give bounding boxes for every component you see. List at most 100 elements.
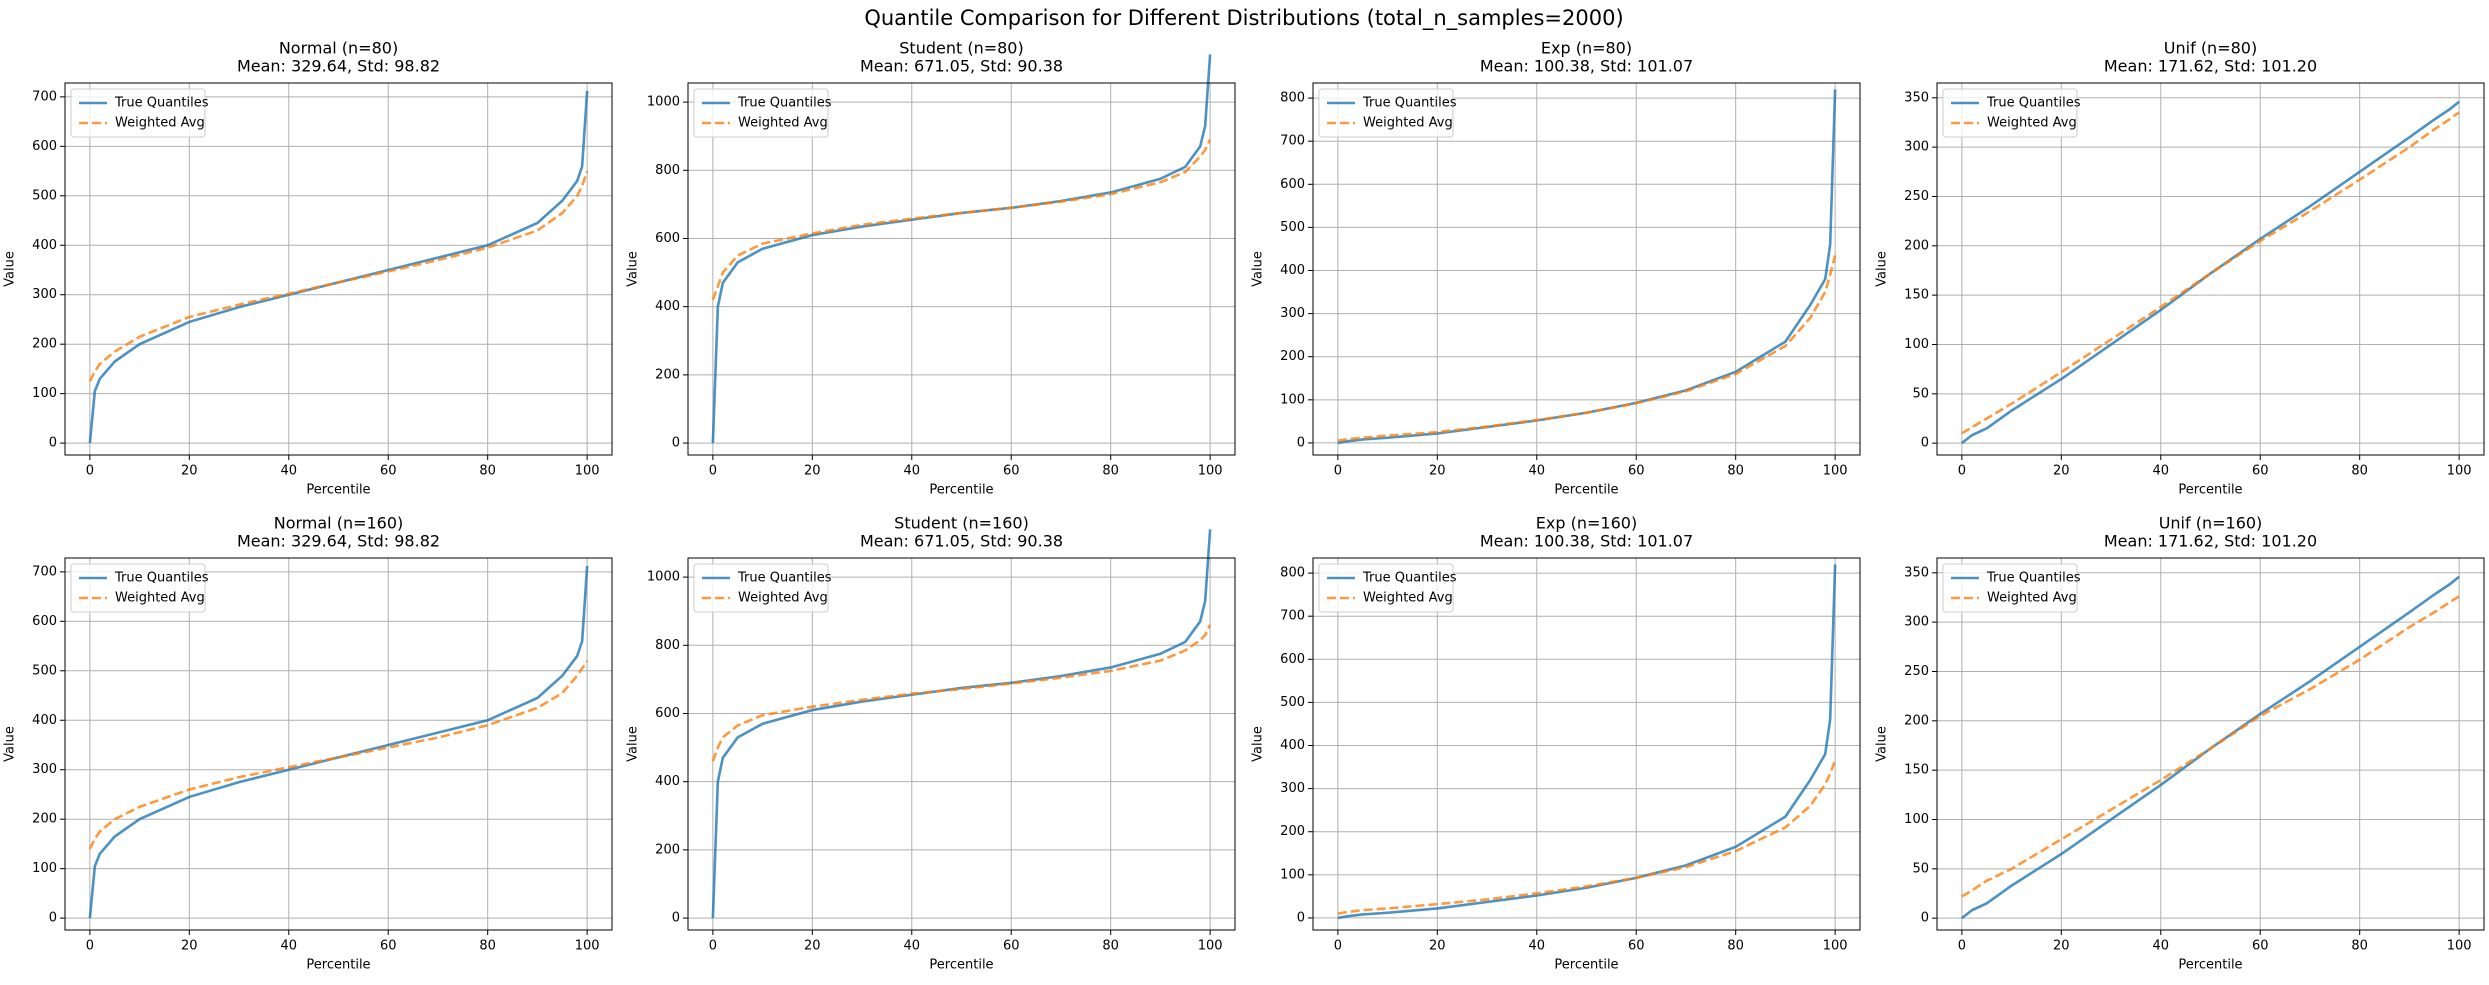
x-tick-label: 60 [1628, 939, 1645, 954]
y-tick-label: 600 [32, 614, 57, 629]
series-line [711, 529, 1212, 919]
subplot: Exp (n=80)Mean: 100.38, Std: 101.07 0 20 40… [1251, 39, 1861, 498]
subplot: Student (n=160)Mean: 671.05, Std: 90.38 0… [626, 514, 1236, 973]
x-tick-label: 100 [2447, 464, 2472, 479]
legend-label: Weighted Avg [1363, 591, 1453, 606]
axes-frame [1936, 557, 2485, 931]
y-tick-label: 100 [32, 861, 57, 876]
y-tick-label: 500 [32, 663, 57, 678]
subplot-title: Student (n=160) [894, 514, 1029, 533]
legend-box [1942, 88, 2078, 138]
y-tick-label: 300 [32, 287, 57, 302]
series-line [1961, 100, 2460, 445]
y-tick-label: 600 [655, 231, 680, 246]
subplot-subtitle: Mean: 671.05, Std: 90.38 [860, 57, 1063, 76]
x-axis-label: Percentile [1554, 958, 1618, 973]
y-tick-label: 0 [49, 911, 57, 926]
x-axis-label: Percentile [306, 958, 370, 973]
y-axis-label: Value [626, 251, 641, 287]
y-tick-label: 200 [32, 337, 57, 352]
y-tick-label: 700 [1280, 609, 1305, 624]
subplot-title: Unif (n=160) [2159, 514, 2263, 533]
y-tick-label: 250 [1904, 664, 1929, 679]
subplot-subtitle: Mean: 100.38, Std: 101.07 [1480, 57, 1693, 76]
x-tick-label: 20 [181, 939, 198, 954]
subplot-subtitle: Mean: 671.05, Std: 90.38 [860, 532, 1063, 551]
series-line [88, 565, 589, 919]
series-line [1337, 89, 1837, 445]
y-tick-label: 0 [672, 436, 680, 451]
y-tick-label: 200 [1280, 824, 1305, 839]
x-tick-label: 80 [479, 464, 496, 479]
legend-label: Weighted Avg [115, 591, 205, 606]
series-line [1961, 595, 2460, 898]
x-tick-label: 40 [280, 939, 297, 954]
legend-label: Weighted Avg [115, 116, 205, 131]
y-tick-label: 0 [1297, 910, 1305, 925]
subplot: Exp (n=160)Mean: 100.38, Std: 101.07 0 20 4… [1251, 514, 1861, 973]
legend-label: True Quantiles [1986, 571, 2081, 586]
x-tick-label: 40 [2152, 464, 2169, 479]
y-tick-label: 800 [655, 163, 680, 178]
subplot-title: Normal (n=80) [279, 39, 398, 58]
subplot-title: Exp (n=80) [1541, 39, 1632, 58]
x-tick-label: 100 [575, 464, 600, 479]
x-tick-label: 100 [1198, 464, 1223, 479]
x-tick-label: 60 [380, 939, 397, 954]
subplot: Unif (n=160)Mean: 171.62, Std: 101.20 0 20… [1875, 514, 2485, 973]
x-tick-label: 60 [1628, 464, 1645, 479]
subplot: Student (n=80)Mean: 671.05, Std: 90.38 0 2… [626, 39, 1236, 498]
legend-label: True Quantiles [114, 571, 209, 586]
y-tick-label: 300 [1904, 615, 1929, 630]
subplot-title: Student (n=80) [899, 39, 1023, 58]
y-tick-label: 300 [32, 762, 57, 777]
y-axis-label: Value [626, 726, 641, 762]
legend-label: Weighted Avg [1987, 591, 2077, 606]
x-tick-label: 60 [1003, 939, 1020, 954]
x-tick-label: 100 [1823, 464, 1848, 479]
y-tick-label: 0 [1921, 436, 1929, 451]
y-tick-label: 0 [1297, 435, 1305, 450]
x-axis-label: Percentile [2178, 958, 2242, 973]
y-tick-label: 100 [1904, 337, 1929, 352]
y-tick-label: 150 [1904, 763, 1929, 778]
x-tick-label: 40 [1528, 464, 1545, 479]
legend-label: True Quantiles [737, 571, 832, 586]
legend-label: True Quantiles [1986, 96, 2081, 111]
y-tick-label: 600 [32, 139, 57, 154]
x-axis-label: Percentile [306, 483, 370, 498]
y-tick-label: 800 [1280, 566, 1305, 581]
x-axis-label: Percentile [929, 958, 993, 973]
legend-label: True Quantiles [1362, 571, 1457, 586]
y-axis-label: Value [3, 251, 18, 287]
legend-label: True Quantiles [737, 96, 832, 111]
subplot-subtitle: Mean: 171.62, Std: 101.20 [2104, 57, 2317, 76]
x-tick-label: 0 [1334, 939, 1342, 954]
x-axis-label: Percentile [929, 483, 993, 498]
y-tick-label: 150 [1904, 288, 1929, 303]
y-tick-label: 700 [32, 89, 57, 104]
subplot-subtitle: Mean: 171.62, Std: 101.20 [2104, 532, 2317, 551]
x-tick-label: 60 [2252, 939, 2269, 954]
x-tick-label: 80 [1727, 464, 1744, 479]
x-tick-label: 40 [903, 464, 920, 479]
legend-box [1318, 563, 1454, 613]
x-axis-label: Percentile [2178, 483, 2242, 498]
subplot-title: Unif (n=80) [2164, 39, 2257, 58]
y-tick-label: 0 [672, 911, 680, 926]
x-tick-label: 100 [1198, 939, 1223, 954]
legend-label: True Quantiles [114, 96, 209, 111]
y-tick-label: 350 [1904, 90, 1929, 105]
figure-title: Quantile Comparison for Different Distri… [864, 6, 1623, 31]
legend-box [1318, 88, 1454, 138]
x-tick-label: 40 [280, 464, 297, 479]
x-tick-label: 100 [575, 939, 600, 954]
y-axis-label: Value [1251, 726, 1266, 762]
y-tick-label: 200 [655, 842, 680, 857]
y-axis-label: Value [3, 726, 18, 762]
subplot-title: Exp (n=160) [1536, 514, 1637, 533]
legend-label: Weighted Avg [738, 116, 828, 131]
y-tick-label: 400 [655, 774, 680, 789]
x-tick-label: 40 [1528, 939, 1545, 954]
subplot-subtitle: Mean: 100.38, Std: 101.07 [1480, 532, 1693, 551]
